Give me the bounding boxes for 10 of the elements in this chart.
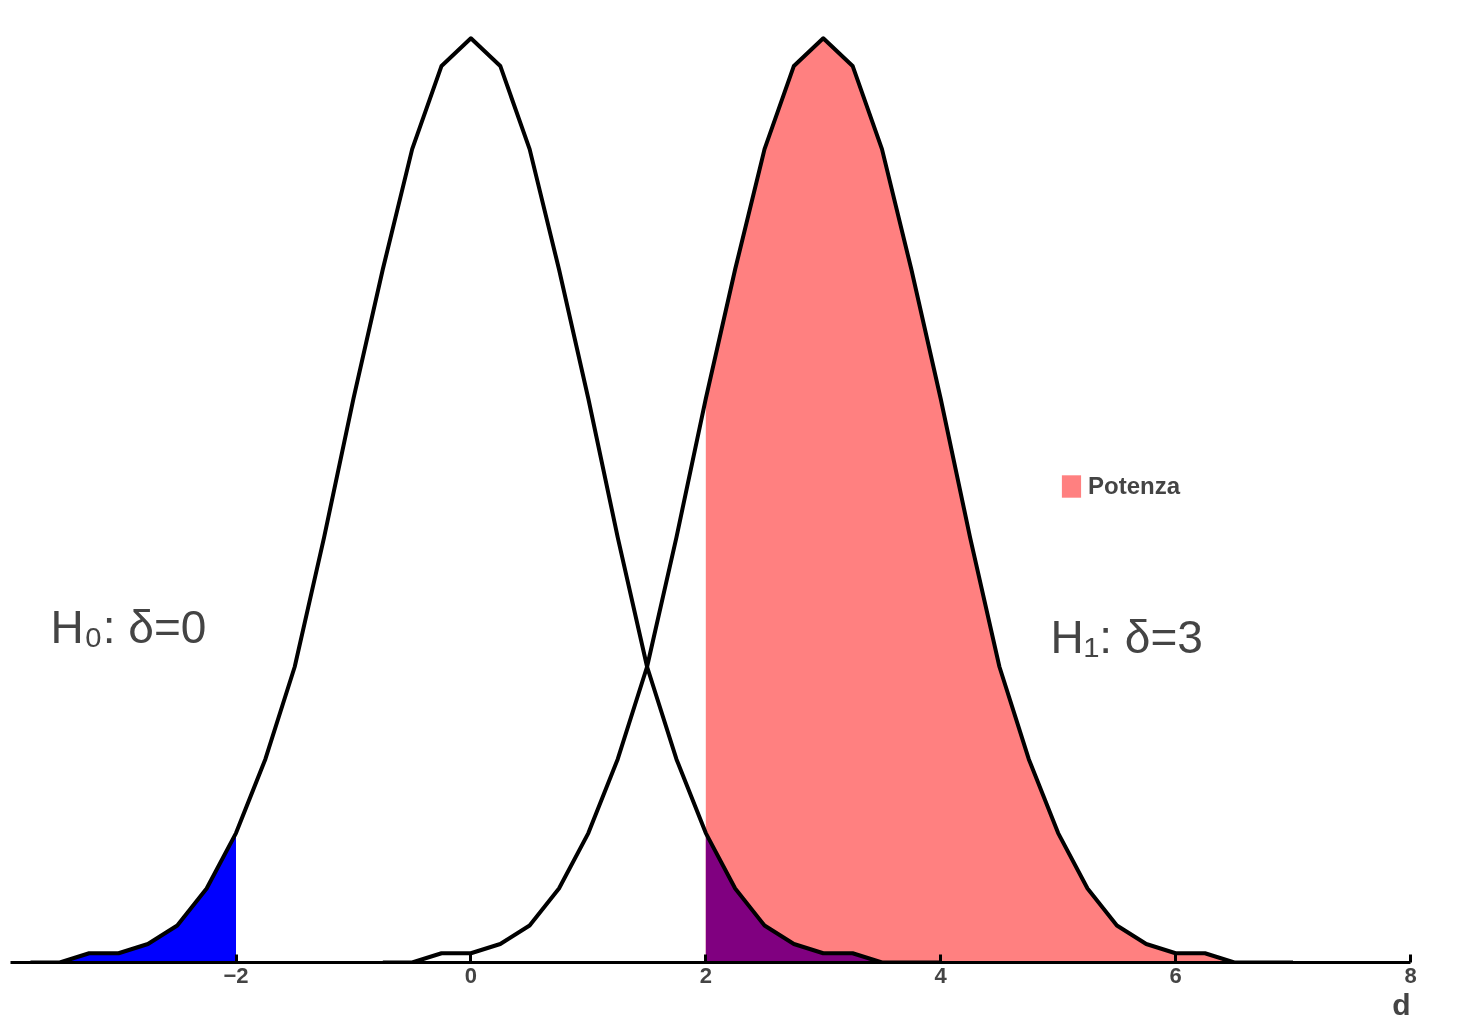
legend-label: Potenza: [1087, 472, 1180, 500]
x-axis-title: d: [1392, 987, 1411, 1021]
x-tick-label: 8: [1404, 962, 1417, 988]
x-tick-label: −2: [223, 962, 249, 988]
x-tick-label: 0: [464, 962, 478, 988]
x-tick-label: 4: [934, 962, 948, 988]
annotation: H₁: δ=3: [1050, 610, 1203, 663]
x-tick-label: 6: [1169, 962, 1182, 988]
annotation: H₀: δ=0: [50, 600, 207, 653]
x-tick-label: 2: [699, 962, 712, 988]
